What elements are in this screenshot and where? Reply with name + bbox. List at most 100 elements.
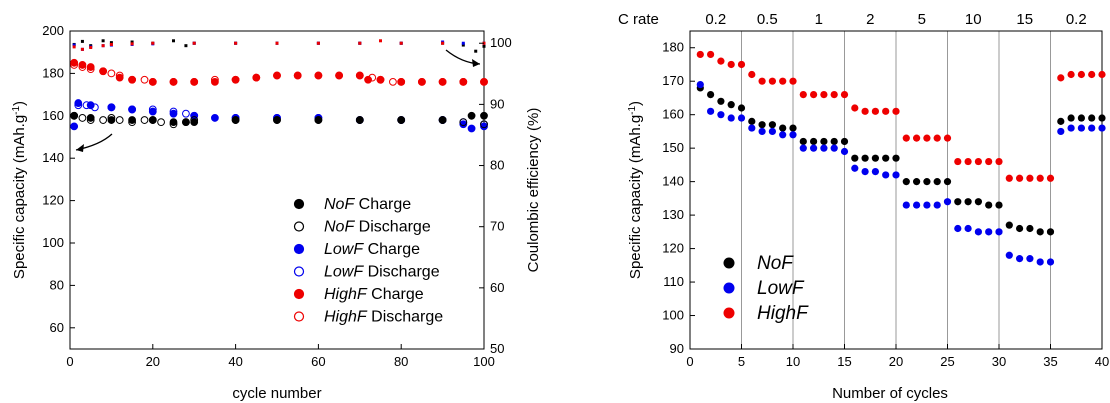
efficiency-point [379, 39, 382, 43]
efficiency-point [101, 44, 105, 48]
capacity-point [128, 116, 137, 124]
rate-point [933, 178, 941, 186]
rate-point [799, 91, 807, 99]
rate-point [810, 144, 818, 152]
left-legend-label-rest: Charge [367, 286, 424, 303]
rate-point [830, 144, 838, 152]
left-legend-label-italic: NoF [324, 219, 355, 236]
capacity-point [78, 61, 87, 69]
left-legend-label-rest: Discharge [367, 309, 444, 326]
c-rate-label: 0.5 [757, 11, 778, 28]
right-y-tick-label: 140 [662, 174, 684, 189]
left-legend-label: LowF Charge [324, 241, 420, 258]
right-x-tick-label: 20 [889, 354, 903, 369]
capacity-point [107, 69, 116, 78]
efficiency-point [80, 47, 84, 51]
left-y2-tick-label: 100 [490, 35, 512, 50]
rate-point [737, 104, 746, 112]
rate-point [1088, 124, 1096, 132]
right-y-ticks: 90 100 110 120 130 140 150 160 170 180 [662, 40, 695, 356]
left-x-tick-label: 0 [66, 354, 73, 369]
capacity-point [211, 77, 219, 86]
rate-point [943, 198, 952, 206]
right-legend-marker [723, 307, 735, 319]
rate-point [882, 107, 890, 115]
efficiency-point [72, 43, 76, 47]
capacity-point [182, 118, 190, 127]
rate-point [768, 121, 777, 129]
rate-point [717, 97, 725, 105]
efficiency-point [184, 44, 188, 48]
capacity-point [128, 118, 137, 127]
left-y2-tick-label: 60 [490, 280, 504, 295]
left-y-axis-label-close: ) [11, 101, 28, 106]
rate-point [964, 198, 972, 206]
left-legend-label: HighF Charge [324, 286, 424, 303]
c-rate-label: 1 [815, 11, 823, 28]
right-x-tick-label: 15 [837, 354, 851, 369]
right-x-tick-label: 10 [786, 354, 800, 369]
capacity-point [438, 116, 447, 124]
rate-point [851, 104, 859, 112]
rate-point [1088, 114, 1096, 122]
capacity-point [74, 99, 83, 107]
right-x-tick-label: 35 [1043, 354, 1057, 369]
capacity-point [169, 118, 178, 127]
efficiency-point [72, 45, 76, 49]
capacity-point [335, 71, 344, 80]
rate-point [820, 91, 828, 99]
efficiency-point [358, 41, 362, 45]
rate-point [923, 178, 931, 186]
capacity-point [128, 105, 137, 114]
efficiency-point [172, 39, 175, 43]
capacity-point [140, 116, 149, 124]
rate-point [871, 167, 880, 176]
rate-point [913, 178, 921, 186]
right-x-tick-label: 40 [1095, 354, 1109, 369]
capacity-point [459, 77, 468, 86]
rate-point [748, 70, 756, 79]
efficiency-point [275, 41, 279, 45]
rate-point [871, 154, 880, 162]
capacity-point [480, 77, 488, 86]
right-x-axis-label: Number of cycles [832, 385, 948, 402]
left-chart: 0 20 40 60 80 100 60 80 100 120 140 160 180 200 50 60… [11, 23, 542, 402]
efficiency-point [109, 42, 113, 46]
capacity-point [397, 116, 406, 124]
efficiency-point [441, 41, 445, 45]
left-y-axis-label-sup: -1 [11, 106, 22, 115]
capacity-point [368, 73, 377, 82]
rate-point [923, 201, 931, 209]
right-y-tick-label: 100 [662, 308, 684, 323]
capacity-point [418, 77, 426, 86]
capacity-point [252, 73, 261, 82]
rate-point [717, 57, 725, 65]
rate-point [923, 134, 931, 142]
rate-point [727, 114, 735, 122]
capacity-point [314, 116, 323, 124]
capacity-point [355, 71, 364, 80]
capacity-point [78, 63, 87, 71]
right-rate-separators [741, 31, 1051, 349]
rate-point [1057, 127, 1065, 136]
capacity-point [376, 75, 385, 84]
rate-point [1067, 124, 1075, 132]
right-y-tick-label: 180 [662, 40, 684, 55]
efficiency-point [89, 46, 93, 50]
rate-point [799, 144, 807, 152]
rate-point [707, 107, 715, 115]
left-x-tick-label: 60 [311, 354, 325, 369]
rate-point [882, 171, 890, 179]
rate-point [871, 107, 880, 115]
rate-point [799, 137, 807, 146]
capacity-point [78, 114, 87, 122]
efficiency-point [474, 49, 478, 53]
c-rate-label: 15 [1016, 11, 1033, 28]
rate-point [758, 77, 766, 85]
c-rate-title: C rate [618, 11, 659, 28]
right-x-ticks: 0 5 10 15 20 25 30 35 40 [686, 344, 1109, 369]
right-x-tick-label: 30 [992, 354, 1006, 369]
right-y-tick-label: 110 [663, 274, 684, 289]
rate-point [1036, 174, 1044, 182]
rate-point [933, 201, 941, 209]
